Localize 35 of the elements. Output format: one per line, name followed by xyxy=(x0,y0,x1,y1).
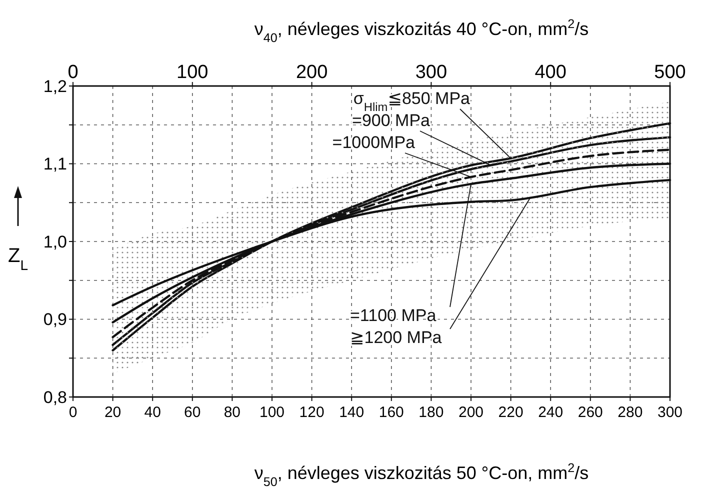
x-tick-label: 120 xyxy=(299,404,324,421)
x-tick-label: 280 xyxy=(618,404,643,421)
x-axis-title: ν$_{50}$, névleges viszkozitás 50 °C-on, mm$^{2}$/s xyxy=(254,461,589,489)
x-tick-label: 240 xyxy=(538,404,564,421)
text: ≧1200 MPa xyxy=(350,328,442,347)
x2-tick-label: 400 xyxy=(534,62,566,83)
x-tick-label: 100 xyxy=(259,404,285,421)
text: =1000MPa xyxy=(332,133,416,152)
x-tick-label: 40 xyxy=(144,404,161,421)
y-tick-label: 0,8 xyxy=(43,388,67,407)
x-tick-label: 160 xyxy=(378,404,404,421)
text: =1100 MPa xyxy=(350,306,437,325)
y-tick-label: 0,9 xyxy=(43,310,67,330)
x-tick-label: 20 xyxy=(104,404,122,421)
x-tick-label: 220 xyxy=(498,404,524,421)
y-tick-label: 1,2 xyxy=(43,76,67,96)
x-tick-label: 140 xyxy=(339,404,364,421)
x2-tick-label: 500 xyxy=(654,62,686,83)
x2-axis-title: ν$_{40}$, névleges viszkozitás 40 °C-on, mm$^{2}$/s xyxy=(254,17,589,45)
x2-tick-label: 300 xyxy=(415,62,448,83)
x-tick-label: 260 xyxy=(578,404,603,421)
x2-tick-label: 200 xyxy=(296,62,328,83)
x-tick-label: 200 xyxy=(458,404,484,421)
x-tick-label: 60 xyxy=(184,404,201,421)
y-axis-title: Z$_{L}$ xyxy=(8,245,28,273)
y-tick-label: 1,0 xyxy=(43,232,67,252)
x-tick-label: 80 xyxy=(224,404,241,421)
x2-tick-label: 0 xyxy=(68,62,78,83)
text: =900 MPa xyxy=(352,111,431,130)
x-tick-label: 0 xyxy=(68,404,78,421)
x-tick-label: 180 xyxy=(418,404,444,421)
x-tick-label: 300 xyxy=(657,404,683,421)
y-tick-label: 1,1 xyxy=(43,154,67,174)
x2-tick-label: 100 xyxy=(176,62,208,83)
text: σ$_{Hlim}$≦850 MPa xyxy=(353,89,471,114)
